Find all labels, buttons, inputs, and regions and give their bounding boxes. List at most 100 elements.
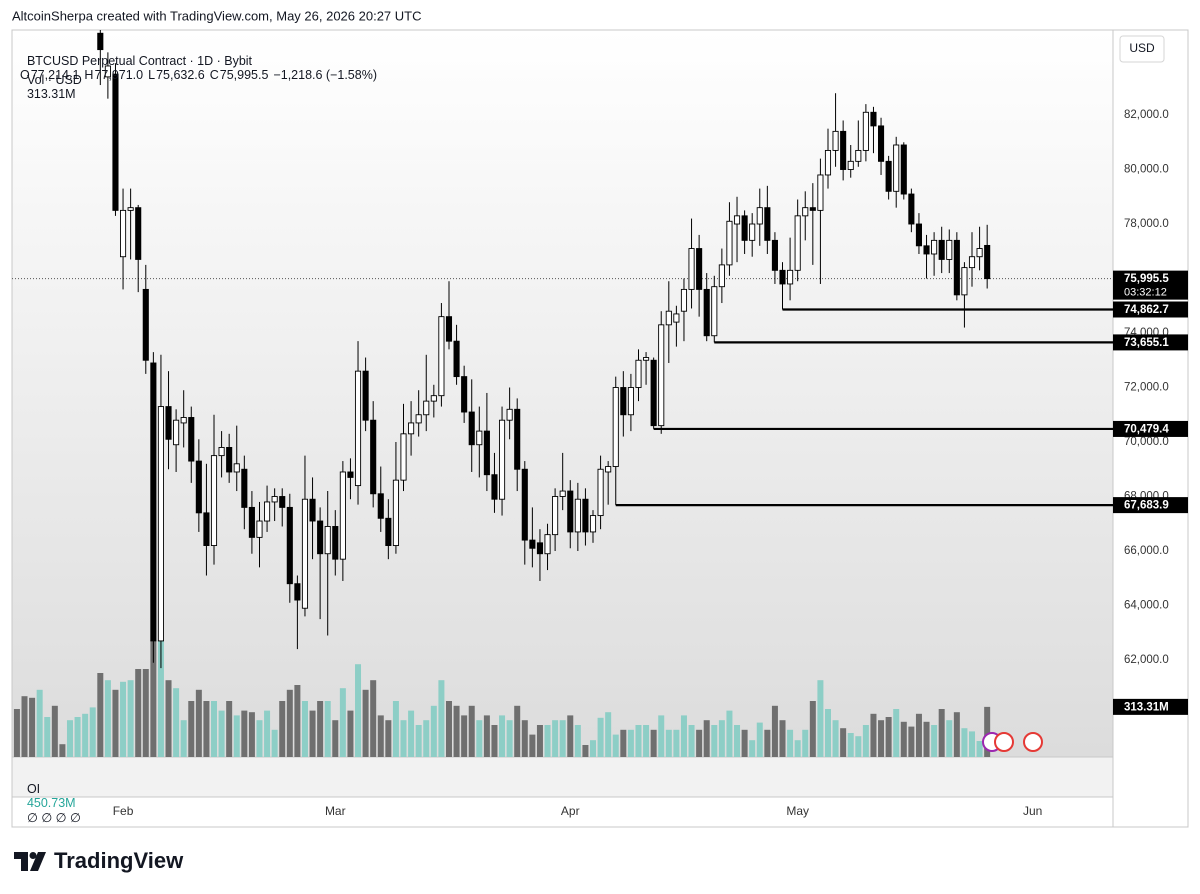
- brand-logo: [14, 852, 46, 871]
- volume-bar: [241, 710, 248, 757]
- volume-bar: [946, 720, 953, 757]
- candle-body: [635, 359, 642, 388]
- volume-bar: [499, 715, 506, 757]
- legend-value: 77,971.0: [94, 68, 144, 82]
- candle-body: [915, 223, 922, 247]
- volume-bar: [415, 725, 422, 757]
- candle-body: [567, 490, 574, 533]
- candle-body: [241, 468, 248, 508]
- candle-body: [483, 430, 490, 476]
- candle-body: [339, 471, 346, 560]
- candle-body: [385, 517, 392, 546]
- volume-bar: [643, 725, 650, 757]
- volume-bar: [931, 725, 938, 757]
- volume-bar: [218, 710, 225, 757]
- volume-bar: [756, 722, 763, 757]
- candle-body: [491, 474, 498, 500]
- volume-bar: [385, 720, 392, 757]
- candle-body: [900, 144, 907, 195]
- time-axis: [12, 797, 1113, 827]
- candle-body: [726, 220, 733, 266]
- price-tag: [1113, 270, 1188, 300]
- candle-body: [423, 400, 430, 416]
- level-tag: [1113, 301, 1188, 318]
- volume-bar: [51, 705, 58, 757]
- candle-body: [680, 288, 688, 312]
- volume-bar: [29, 697, 36, 757]
- candle-body: [377, 493, 384, 519]
- candle-body: [931, 239, 938, 255]
- volume-bar: [749, 740, 756, 757]
- volume-bar: [233, 715, 240, 757]
- volume-bar: [438, 680, 445, 757]
- candle-body: [104, 65, 111, 78]
- volume-bar: [120, 681, 127, 757]
- volume-bar: [264, 710, 271, 757]
- candle-body: [498, 419, 506, 500]
- candle-body: [764, 207, 771, 241]
- volume-bar: [21, 696, 28, 757]
- volume-bar: [157, 640, 164, 757]
- candle-body: [453, 340, 460, 378]
- volume-bar: [347, 710, 354, 757]
- y-tick-label: 80,000.0: [1124, 164, 1169, 176]
- volume-bar: [188, 701, 195, 757]
- volume-bar: [688, 725, 695, 757]
- volume-bar: [824, 709, 831, 757]
- plot-background: [12, 30, 1113, 757]
- volume-bar: [294, 685, 301, 757]
- candle-body: [658, 324, 665, 427]
- volume-bar: [718, 720, 725, 757]
- axis-layer: 62,000.064,000.066,000.068,000.070,000.0…: [113, 109, 1188, 818]
- candle-body: [430, 395, 437, 402]
- legend-volume: Vol · USD 313.31M: [20, 59, 87, 101]
- volume-bar: [969, 731, 976, 757]
- candle-body: [688, 248, 695, 290]
- volume-bar: [862, 725, 869, 757]
- level-tag-label: 67,683.9: [1124, 500, 1169, 512]
- candle-body: [332, 526, 339, 560]
- oi-label: OI: [26, 782, 41, 796]
- legend-key: O: [20, 68, 30, 82]
- volume-value: 313.31M: [26, 87, 76, 101]
- volume-bar: [408, 710, 415, 757]
- volume-bar: [605, 712, 612, 757]
- candle-body: [946, 239, 953, 260]
- candle-body: [847, 160, 854, 170]
- volume-bar: [680, 715, 687, 757]
- y-tick-label: 62,000.0: [1124, 654, 1169, 666]
- candle-body: [953, 239, 960, 296]
- candle-body: [703, 288, 710, 337]
- candle-body: [893, 144, 900, 192]
- volume-bar: [696, 729, 703, 757]
- event-icon: [1023, 732, 1043, 752]
- volume-bar: [870, 713, 877, 757]
- candle-body: [840, 130, 847, 170]
- candle-body: [984, 244, 991, 280]
- volume-bar: [726, 710, 733, 757]
- currency-box: [1119, 35, 1165, 63]
- volume-bar: [430, 705, 437, 757]
- candle-body: [264, 501, 271, 522]
- volume-bar: [377, 715, 384, 757]
- y-tick-label: 64,000.0: [1124, 600, 1169, 612]
- candle-body: [408, 422, 415, 435]
- x-tick-label: May: [786, 804, 809, 818]
- volume-bar: [355, 664, 362, 757]
- candle-body: [248, 506, 255, 538]
- level-tag: [1113, 497, 1188, 514]
- volume-bar: [483, 715, 490, 757]
- level-tag-label: 70,479.4: [1124, 423, 1169, 435]
- candle-body: [415, 414, 422, 424]
- candle-body: [362, 370, 369, 421]
- candle-body: [862, 111, 869, 151]
- volume-bar: [900, 721, 907, 757]
- volume-bar: [370, 680, 377, 757]
- candle-body: [574, 498, 581, 533]
- candle-body: [961, 267, 968, 296]
- volume-bar: [590, 740, 597, 757]
- candle-body: [741, 215, 748, 241]
- volume-bar: [741, 729, 748, 757]
- volume-bar: [627, 729, 634, 757]
